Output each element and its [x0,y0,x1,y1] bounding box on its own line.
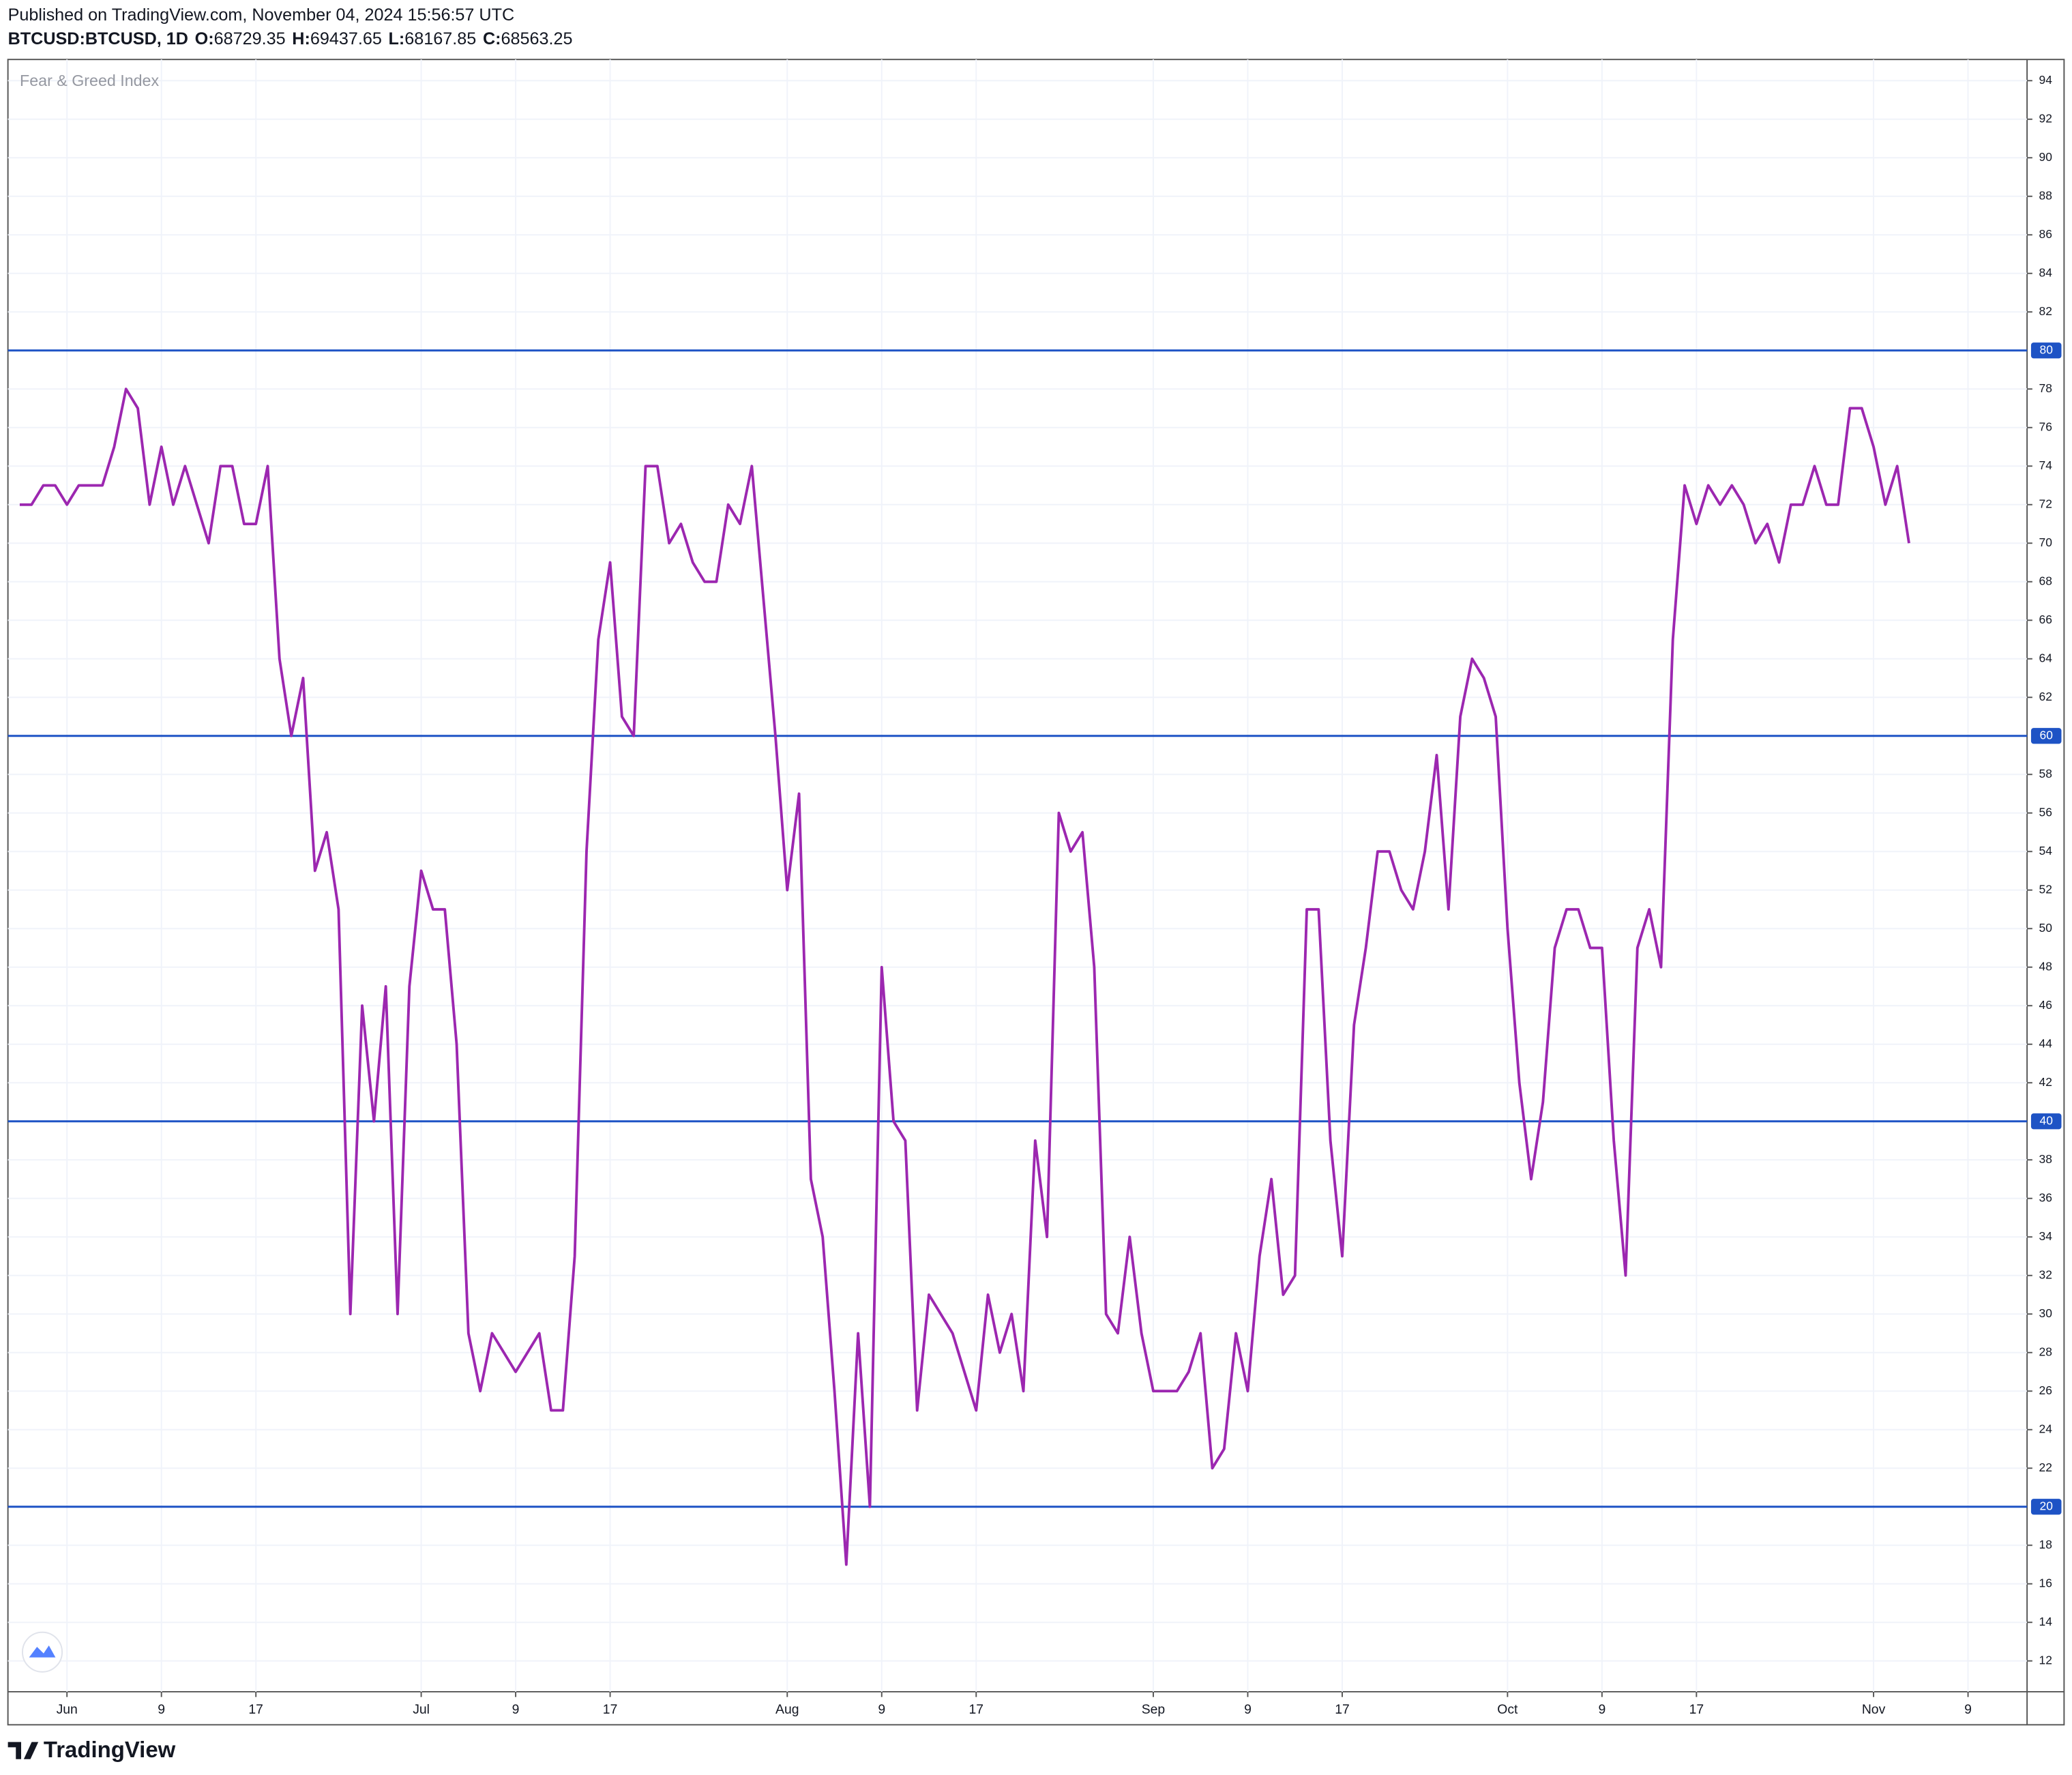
y-tick-label: 38 [2039,1152,2052,1166]
y-tick-label: 88 [2039,188,2052,202]
ohlc-label: C: [483,29,501,48]
y-tick-label: 42 [2039,1075,2052,1089]
symbol-line: BTCUSD:BTCUSD, 1D O:68729.35 H:69437.65 L:6… [8,29,573,48]
y-tick-label: 84 [2039,265,2053,279]
chart-frame [7,59,2065,1726]
y-tick-label: 14 [2039,1615,2053,1628]
y-tick-label: 76 [2039,420,2052,433]
x-tick-label: Jul [413,1702,430,1717]
x-tick-label: 9 [1598,1702,1605,1717]
y-tick-label: 48 [2039,959,2052,973]
y-tick-label: 46 [2039,998,2052,1012]
x-tick-label: Jun [57,1702,78,1717]
y-tick-label: 22 [2039,1461,2052,1474]
y-tick-label: 24 [2039,1422,2053,1435]
plot: 80 60 40 20 [8,342,2062,1566]
y-tick-label: 68 [2039,574,2052,587]
ohlc-label: H: [292,29,310,48]
logo-icon [29,1645,56,1658]
y-tick-label: 86 [2039,227,2052,241]
y-tick-label: 82 [2039,304,2052,318]
y-tick-label: 72 [2039,497,2052,510]
y-tick-label: 90 [2039,150,2053,164]
y-tick-label: 94 [2039,73,2053,87]
y-tick-label: 78 [2039,381,2052,395]
price-label-box [2030,728,2062,744]
ohlc-value: 68729.35 [214,29,286,48]
y-tick-label: 26 [2039,1383,2052,1397]
ohlc-value: 68167.85 [404,29,476,48]
brand-icon [8,1742,39,1759]
y-tick-label: 52 [2039,882,2052,896]
y-tick-label: 50 [2039,921,2053,935]
y-tick-label: 54 [2039,844,2053,857]
ohlc-value: 68563.25 [501,29,573,48]
grid: 12 14 16 18 22 24 26 28 30 32 34 36 38 42 44 46 48 50 52 54… [8,59,2053,1717]
y-tick-label: 66 [2039,613,2052,626]
x-tick-label: Nov [1862,1702,1886,1717]
x-tick-label: 17 [969,1702,984,1717]
indicator-name: Fear & Greed Index [20,72,159,89]
y-tick-label: 36 [2039,1190,2052,1204]
published: Published on TradingView.com, November 0… [8,5,515,25]
x-tick-label: 9 [878,1702,885,1717]
x-tick-label: 9 [1964,1702,1972,1717]
y-tick-label: 56 [2039,805,2052,819]
y-tick-label: 44 [2039,1036,2053,1050]
price-label: 60 [2040,728,2054,742]
price-label: 20 [2040,1499,2054,1512]
brand-name: TradingView [44,1737,176,1762]
x-tick-label: Sep [1142,1702,1165,1717]
symbol: BTCUSD:BTCUSD, 1D [8,29,188,48]
y-tick-label: 74 [2039,458,2053,472]
y-tick-label: 18 [2039,1538,2052,1551]
price-label-box [2030,1499,2062,1515]
price-label-box [2030,342,2062,359]
y-tick-label: 70 [2039,536,2053,549]
y-tick-label: 12 [2039,1653,2052,1667]
y-tick-label: 30 [2039,1306,2053,1320]
x-tick-label: 17 [1689,1702,1704,1717]
y-tick-label: 58 [2039,767,2052,780]
x-tick-label: 17 [248,1702,263,1717]
y-tick-label: 62 [2039,690,2052,703]
x-tick-label: 17 [603,1702,618,1717]
x-tick-label: Oct [1497,1702,1518,1717]
y-tick-label: 16 [2039,1576,2052,1589]
y-tick-label: 28 [2039,1345,2052,1358]
price-label: 40 [2040,1113,2054,1127]
x-tick-label: Aug [775,1702,799,1717]
ohlc-label: L: [389,29,405,48]
ohlc-label: O: [195,29,214,48]
x-tick-label: 17 [1335,1702,1350,1717]
ohlc-value: 69437.65 [310,29,382,48]
y-tick-label: 34 [2039,1229,2053,1243]
y-tick-label: 92 [2039,111,2052,125]
price-label-box [2030,1113,2062,1130]
x-tick-label: 9 [512,1702,520,1717]
price-label: 80 [2040,342,2054,356]
x-tick-label: 9 [158,1702,165,1717]
x-tick-label: 9 [1244,1702,1252,1717]
y-tick-label: 64 [2039,651,2053,664]
series-line [19,387,1910,1566]
y-tick-label: 32 [2039,1267,2052,1281]
